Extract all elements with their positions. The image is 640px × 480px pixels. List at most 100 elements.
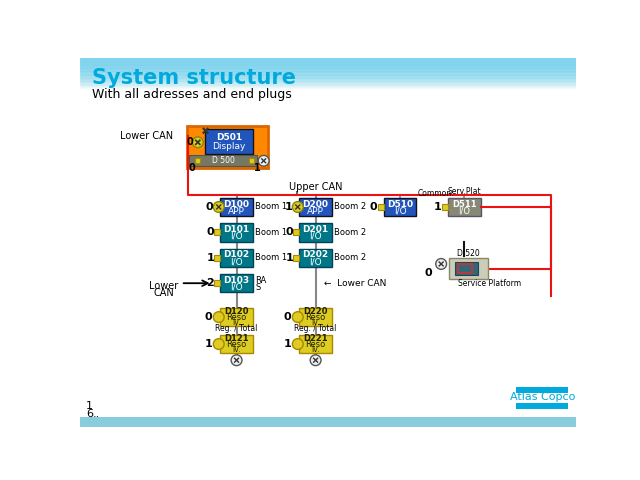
Bar (80, 60, 576, 61)
Text: 0: 0 (284, 312, 291, 322)
Bar (516, 387, 568, 393)
Bar (80, 74, 576, 75)
Circle shape (213, 312, 224, 323)
Bar (293, 229, 300, 236)
Bar (455, 263, 478, 275)
Bar (205, 129, 253, 154)
Bar (80, 79, 576, 80)
Text: CAN: CAN (154, 288, 174, 298)
Bar (80, 75, 576, 76)
Text: 0: 0 (205, 312, 212, 322)
Text: D501: D501 (216, 133, 242, 142)
Text: 0: 0 (425, 268, 433, 278)
Text: I/O: I/O (309, 232, 322, 241)
Text: D221: D221 (303, 335, 328, 343)
Text: 1: 1 (206, 253, 214, 263)
Bar (214, 255, 220, 261)
Text: lv.: lv. (311, 345, 320, 354)
Text: 1: 1 (284, 339, 292, 349)
Text: 1: 1 (205, 339, 212, 349)
Bar (293, 255, 300, 261)
Text: Boom 2: Boom 2 (334, 228, 366, 237)
Text: I/O: I/O (230, 232, 243, 241)
Text: S: S (255, 283, 260, 292)
Bar (214, 229, 220, 236)
Bar (384, 198, 417, 216)
Text: Reso: Reso (227, 340, 246, 349)
Bar (189, 156, 257, 166)
Text: RA: RA (255, 276, 266, 285)
Text: System structure: System structure (92, 68, 296, 88)
Bar (448, 198, 481, 216)
Text: I/O: I/O (394, 206, 406, 216)
Text: 0: 0 (206, 228, 214, 238)
Bar (300, 335, 332, 353)
Bar (300, 223, 332, 241)
Bar (80, 66, 576, 67)
Bar (449, 258, 488, 279)
Text: Boom 2: Boom 2 (334, 203, 366, 212)
Text: 1: 1 (285, 202, 292, 212)
Text: I/O: I/O (230, 283, 243, 292)
Text: D102: D102 (223, 251, 250, 259)
Text: Common.: Common. (418, 190, 454, 198)
Circle shape (231, 355, 242, 366)
Bar (80, 68, 576, 69)
Bar (442, 204, 448, 210)
Bar (80, 69, 576, 70)
Text: Reg. / Total: Reg. / Total (216, 324, 258, 333)
Text: Reso: Reso (227, 313, 246, 322)
Bar (214, 280, 220, 286)
Bar (80, 73, 576, 74)
Bar (80, 82, 576, 83)
Bar (80, 59, 576, 60)
Bar (249, 158, 254, 163)
Bar (80, 72, 576, 73)
Circle shape (310, 355, 321, 366)
Bar (80, 84, 576, 85)
Bar (80, 67, 576, 68)
Text: Service Platform: Service Platform (458, 279, 522, 288)
Text: APP: APP (307, 206, 324, 216)
Text: Boom 1: Boom 1 (255, 253, 287, 262)
Bar (80, 85, 576, 86)
Text: D200: D200 (303, 200, 328, 208)
Circle shape (292, 202, 303, 212)
Circle shape (213, 339, 224, 349)
Text: ←  Lower CAN: ← Lower CAN (324, 279, 387, 288)
Bar (187, 126, 268, 168)
Text: 0: 0 (187, 137, 193, 147)
Text: 1: 1 (285, 253, 293, 263)
Text: D511: D511 (452, 200, 477, 208)
Text: 0: 0 (205, 202, 213, 212)
Bar (516, 403, 568, 408)
Circle shape (292, 312, 303, 323)
Text: 1: 1 (86, 401, 93, 410)
Text: Serv.Plat: Serv.Plat (447, 187, 481, 196)
Bar (80, 86, 576, 87)
Text: I/O: I/O (458, 206, 470, 216)
Bar (378, 204, 384, 210)
Bar (220, 274, 253, 292)
Text: lv.: lv. (232, 318, 241, 327)
Text: D 500: D 500 (212, 156, 235, 165)
Bar (80, 83, 576, 84)
Circle shape (259, 156, 269, 166)
Text: 2: 2 (206, 278, 214, 288)
Text: D201: D201 (303, 225, 329, 234)
Text: D103: D103 (223, 276, 250, 285)
Bar (80, 71, 576, 72)
Bar (80, 78, 576, 79)
Text: 0: 0 (188, 164, 195, 173)
Text: Boom 1: Boom 1 (255, 203, 287, 212)
Bar (80, 417, 576, 427)
Bar (80, 76, 576, 77)
Text: Lower CAN: Lower CAN (120, 131, 173, 141)
Text: With all adresses and end plugs: With all adresses and end plugs (92, 88, 291, 101)
Text: 0: 0 (285, 228, 293, 238)
Text: Reso: Reso (305, 340, 326, 349)
Bar (80, 61, 576, 62)
Text: 6: 6 (86, 409, 93, 419)
Text: 1: 1 (434, 202, 442, 212)
Text: Boom 1: Boom 1 (255, 228, 287, 237)
